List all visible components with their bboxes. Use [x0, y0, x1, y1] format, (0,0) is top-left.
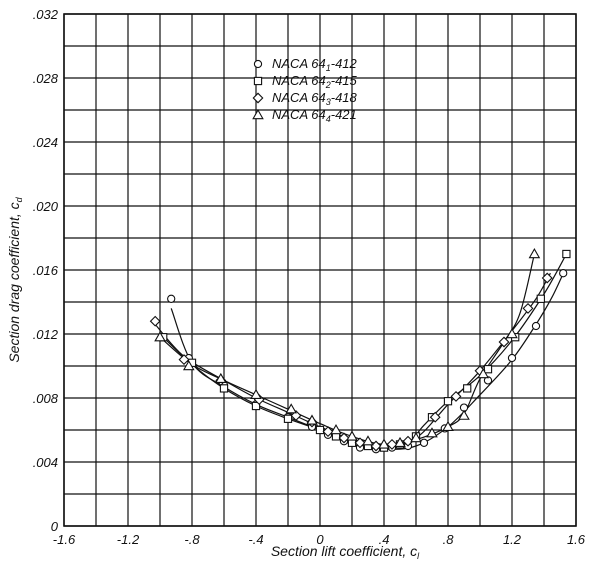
- data-point-square: [283, 414, 293, 423]
- data-point-triangle: [477, 368, 490, 379]
- y-tick-label: .016: [33, 263, 59, 278]
- data-point-triangle: [506, 328, 518, 339]
- data-point-square: [315, 425, 325, 435]
- series-curve-421: [159, 253, 535, 446]
- data-point-triangle: [394, 436, 406, 447]
- data-point-circle: [507, 353, 517, 363]
- x-tick-label: -1.6: [53, 532, 76, 547]
- data-point-square: [536, 294, 545, 303]
- data-point-square: [463, 384, 472, 393]
- legend-entry-label: NACA 643-418: [272, 90, 358, 107]
- y-tick-label: .012: [33, 327, 59, 342]
- x-tick-label: .8: [443, 532, 455, 547]
- data-point-diamond: [149, 315, 161, 327]
- x-axis-label: Section lift coefficient, cl: [271, 543, 420, 561]
- data-point-triangle: [285, 403, 298, 414]
- markers: [149, 248, 571, 454]
- data-point-triangle: [346, 430, 358, 441]
- data-point-diamond: [450, 390, 462, 402]
- data-point-triangle: [214, 372, 227, 383]
- data-point-triangle: [362, 435, 374, 446]
- data-point-triangle: [154, 331, 166, 342]
- data-point-triangle: [426, 427, 438, 438]
- legend-entry-label: NACA 641-412: [272, 56, 358, 73]
- data-point-triangle: [250, 388, 262, 399]
- data-point-diamond: [522, 302, 534, 314]
- data-point-diamond: [498, 336, 510, 348]
- x-tick-label: .4: [379, 532, 390, 547]
- data-point-circle: [167, 294, 176, 303]
- y-tick-label: .024: [33, 135, 58, 150]
- data-point-diamond: [178, 354, 190, 366]
- series-curve-418: [154, 272, 551, 447]
- legend-marker-triangle: [252, 109, 264, 120]
- y-tick-label: .032: [33, 7, 59, 22]
- data-point-triangle: [458, 409, 470, 420]
- series-curve-412: [170, 269, 566, 450]
- curves: [154, 253, 567, 450]
- data-point-triangle: [528, 248, 541, 259]
- data-point-triangle: [378, 438, 390, 449]
- y-tick-label: .008: [33, 391, 59, 406]
- data-point-triangle: [330, 424, 342, 435]
- data-point-square: [443, 397, 453, 406]
- x-tick-label: 1.6: [567, 532, 586, 547]
- x-tick-label: -.4: [248, 532, 263, 547]
- data-point-triangle: [442, 420, 454, 431]
- x-tick-labels: -1.6 -1.2 -.8 -.4 0 .4 .8 1.2 1.6: [53, 532, 586, 547]
- data-point-triangle: [410, 432, 422, 443]
- x-tick-label: -.8: [184, 532, 200, 547]
- x-tick-label: 1.2: [503, 532, 522, 547]
- data-point-diamond: [541, 272, 553, 284]
- data-point-circle: [531, 321, 541, 331]
- data-point-circle: [419, 438, 429, 447]
- x-tick-label: -1.2: [117, 532, 140, 547]
- data-point-square: [562, 249, 571, 259]
- data-point-square: [483, 365, 493, 374]
- data-point-diamond: [402, 435, 414, 447]
- y-tick-labels: 0 .004 .008 .012 .016 .020 .024 .028 .032: [33, 7, 59, 534]
- data-point-circle: [559, 269, 568, 278]
- data-point-square: [219, 384, 229, 393]
- legend-entry-label: NACA 642-415: [272, 73, 358, 90]
- data-point-triangle: [306, 414, 318, 425]
- x-tick-label: 0: [316, 532, 324, 547]
- legend-marker-circle: [253, 59, 263, 69]
- data-point-triangle: [182, 360, 195, 371]
- legend-marker-square: [253, 76, 263, 86]
- legend-entry-label: NACA 644-421: [272, 107, 357, 124]
- y-tick-label: .020: [33, 199, 59, 214]
- y-tick-label: .028: [33, 71, 59, 86]
- y-tick-label: .004: [33, 455, 58, 470]
- y-axis-label: Section drag coefficient, cd: [6, 196, 24, 362]
- plot-frame: [63, 13, 577, 527]
- data-point-diamond: [429, 411, 441, 423]
- data-point-square: [251, 401, 261, 411]
- legend-marker-diamond: [252, 92, 264, 104]
- y-tick-label: 0: [51, 519, 59, 534]
